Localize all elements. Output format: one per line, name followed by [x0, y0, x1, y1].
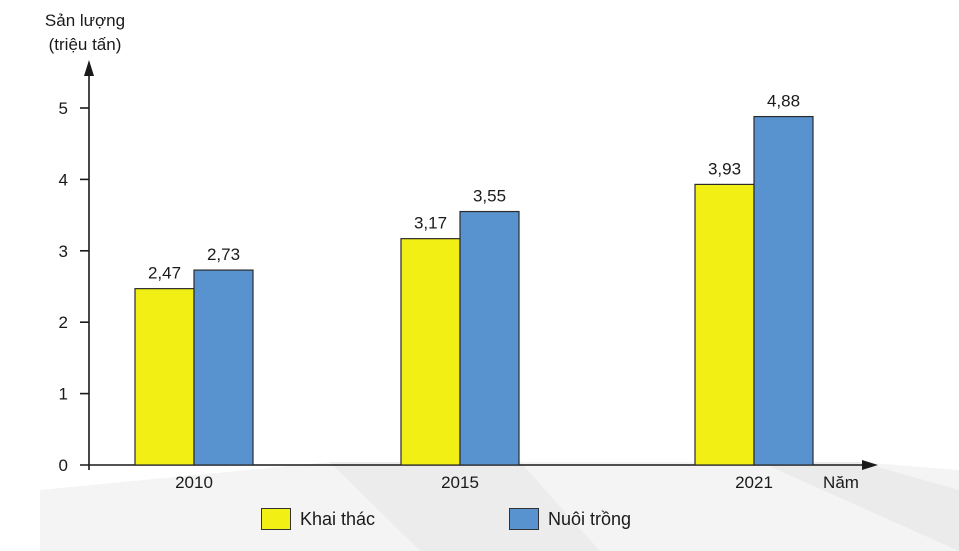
legend-label-khai-thac: Khai thác — [300, 508, 376, 529]
y-axis-title: Sản lượng (triệu tấn) — [45, 11, 125, 54]
legend: Khai thác Nuôi trồng — [0, 508, 959, 538]
legend-label-nuoi-trong: Nuôi trồng — [548, 508, 632, 529]
y-tick-label: 0 — [59, 456, 68, 475]
x-axis-arrow-icon — [862, 460, 878, 470]
legend-swatch-khai-thac — [261, 508, 291, 530]
bar-nuoi-trong-2010 — [193, 269, 254, 466]
x-tick-labels: 2010 2015 2021 — [175, 473, 773, 492]
y-axis-title-line-2: (triệu tấn) — [49, 35, 122, 54]
legend-swatch-nuoi-trong — [509, 508, 539, 530]
x-tick-label: 2021 — [735, 473, 773, 492]
bar-nuoi-trong-2015 — [459, 210, 520, 466]
bar-nuoi-trong-2021 — [753, 115, 814, 466]
y-axis-arrow-icon — [84, 60, 94, 76]
data-label: 3,93 — [708, 159, 741, 178]
data-label: 4,88 — [767, 92, 800, 111]
bar-khai-thac-2021 — [694, 183, 755, 466]
x-axis-title: Năm — [823, 473, 859, 492]
y-tick-label: 5 — [59, 99, 68, 118]
x-tick-label: 2015 — [441, 473, 479, 492]
x-tick-label: 2010 — [175, 473, 213, 492]
data-label: 2,47 — [148, 264, 181, 283]
data-label: 2,73 — [207, 245, 240, 264]
y-tick-label: 2 — [59, 313, 68, 332]
y-ticks: 0 1 2 3 4 5 — [59, 99, 89, 475]
bar-khai-thac-2015 — [400, 238, 461, 466]
data-label: 3,17 — [414, 214, 447, 233]
data-label: 3,55 — [473, 187, 506, 206]
legend-item-nuoi-trong: Nuôi trồng — [509, 508, 631, 530]
y-axis-title-line-1: Sản lượng — [45, 11, 125, 30]
bars: 2,47 2,73 3,17 3,55 3,93 4,88 — [134, 92, 814, 466]
legend-item-khai-thac: Khai thác — [261, 508, 375, 530]
y-tick-label: 3 — [59, 242, 68, 261]
bar-khai-thac-2010 — [134, 288, 195, 466]
y-tick-label: 1 — [59, 385, 68, 404]
y-tick-label: 4 — [59, 170, 68, 189]
